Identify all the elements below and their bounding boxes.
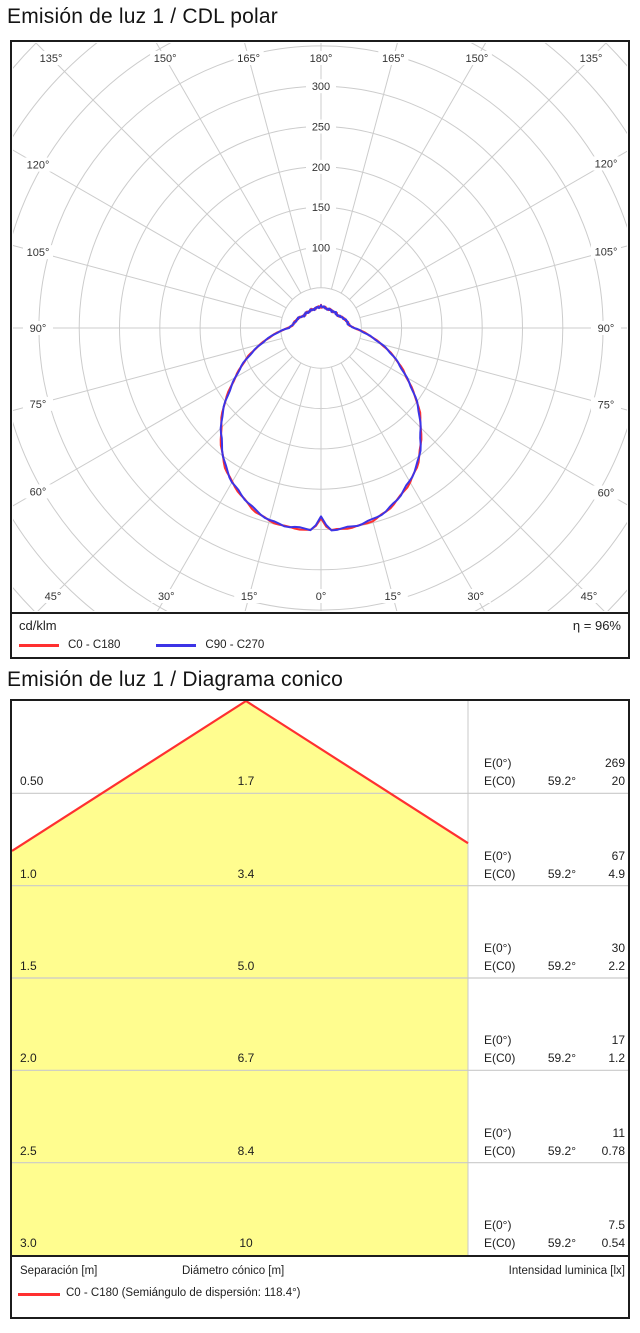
cone-e0-label: E(0°)	[484, 1218, 512, 1232]
polar-angle-tick: 75°	[598, 399, 615, 411]
cone-separation-value: 2.5	[20, 1143, 37, 1158]
polar-curve-c90-c270	[219, 304, 422, 532]
polar-unit-label: cd/klm	[19, 618, 57, 633]
cone-diameter-value: 8.4	[237, 1143, 255, 1158]
polar-angle-tick: 180°	[310, 53, 333, 65]
cone-footer: Separación [m] Diámetro cónico [m] Inten…	[12, 1255, 628, 1315]
cone-ec0-label: E(C0)	[484, 774, 516, 789]
cone-beam-angle-value: 59.2°	[547, 959, 576, 973]
polar-series-legend: C0 - C180 C90 - C270	[19, 639, 300, 651]
cone-e0-value: 11	[612, 1125, 625, 1140]
polar-angle-tick: 75°	[30, 399, 47, 411]
cone-e0-label: E(0°)	[484, 941, 512, 955]
cone-diameter-value: 6.7	[237, 1051, 255, 1066]
cone-ec0-label: E(C0)	[484, 959, 516, 973]
polar-ring-tick: 150	[312, 202, 330, 214]
polar-angle-tick: 90°	[30, 323, 47, 335]
cone-separation-value: 1.5	[20, 959, 37, 973]
separation-column-header: Separación [m]	[20, 1265, 98, 1277]
polar-angle-tick: 105°	[595, 247, 618, 259]
polar-diagram-frame: 165° 150° 135° 120° 105° 90° 75° 60° 45° 30° 15° 0°…	[10, 40, 630, 659]
cone-edge-right	[245, 701, 469, 845]
polar-angle-tick: 165°	[237, 53, 260, 65]
polar-ring-tick: 300	[312, 81, 330, 93]
polar-angle-tick: 30°	[158, 591, 175, 603]
polar-angle-tick: 0°	[316, 591, 327, 603]
cone-ec0-value: 0.54	[601, 1236, 625, 1250]
cone-beam-angle-value: 59.2°	[547, 1143, 576, 1158]
cone-beam-angle-value: 59.2°	[547, 866, 576, 881]
cone-ec0-value: 20	[611, 774, 625, 789]
polar-angle-tick: 30°	[467, 591, 484, 603]
legend-label-c0-c180: C0 - C180	[68, 639, 121, 651]
cone-diagram-chart	[12, 701, 628, 1255]
polar-angle-tick: 15°	[384, 591, 401, 603]
cone-beam-angle-value: 59.2°	[547, 774, 576, 789]
cone-edge-left	[12, 701, 247, 852]
polar-angle-tick: 60°	[30, 486, 47, 498]
cone-separation-value: 0.50	[20, 774, 44, 789]
cone-diagram-labels: 0.50 1.7 E(0°) 269 E(C0) 59.2° 20 1.0 3.4 E(0°) 67…	[12, 701, 628, 1255]
intensity-column-header: Intensidad luminica [lx]	[508, 1265, 625, 1277]
polar-angle-tick: 150°	[466, 53, 489, 65]
cone-ec0-value: 1.2	[608, 1051, 625, 1066]
cone-e0-label: E(0°)	[484, 756, 512, 771]
polar-ring-tick: 100	[312, 242, 330, 254]
polar-angle-tick: 60°	[598, 488, 615, 500]
polar-angle-tick: 165°	[382, 53, 405, 65]
cone-diameter-value: 10	[239, 1236, 253, 1250]
polar-angle-tick: 45°	[45, 591, 62, 603]
legend-swatch-c90-c270	[156, 643, 197, 647]
cone-ec0-label: E(C0)	[484, 1051, 516, 1066]
legend-label-c90-c270: C90 - C270	[205, 639, 265, 651]
cone-e0-label: E(0°)	[484, 1033, 512, 1048]
polar-cdl-chart: 165° 150° 135° 120° 105° 90° 75° 60° 45° 30° 15° 0°…	[13, 43, 627, 611]
cone-e0-value: 30	[611, 941, 625, 955]
cone-separation-value: 2.0	[20, 1051, 37, 1066]
cone-separation-value: 1.0	[20, 866, 37, 881]
cone-ec0-label: E(C0)	[484, 866, 516, 881]
cone-ec0-value: 0.78	[601, 1143, 625, 1158]
polar-angle-tick: 120°	[595, 158, 618, 170]
polar-ring-tick: 200	[312, 162, 330, 174]
polar-ring-tick: 250	[312, 122, 330, 134]
cone-diameter-value: 1.7	[237, 774, 255, 789]
polar-angle-tick: 135°	[40, 53, 63, 65]
cone-e0-label: E(0°)	[484, 1125, 512, 1140]
light-output-ratio-value: η = 96%	[572, 618, 621, 633]
polar-grid: 165° 150° 135° 120° 105° 90° 75° 60° 45° 30° 15° 0°…	[13, 43, 627, 611]
polar-angle-tick: 105°	[27, 247, 50, 259]
polar-angle-tick: 120°	[27, 160, 50, 172]
diameter-column-header: Diámetro cónico [m]	[182, 1265, 285, 1277]
cone-ec0-label: E(C0)	[484, 1143, 516, 1158]
cone-beam-angle-value: 59.2°	[547, 1051, 576, 1066]
cone-legend-label: C0 - C180 (Semiángulo de dispersión: 118…	[66, 1287, 301, 1299]
polar-angle-tick: 135°	[580, 53, 603, 65]
cone-diagram-frame: 0.50 1.7 E(0°) 269 E(C0) 59.2° 20 1.0 3.4 E(0°) 67…	[10, 699, 630, 1319]
cone-e0-value: 17	[611, 1033, 625, 1048]
cone-legend-line-swatch	[18, 1293, 60, 1296]
cone-ec0-value: 2.2	[608, 959, 625, 973]
cone-separation-value: 3.0	[20, 1236, 37, 1250]
cone-e0-value: 269	[604, 756, 625, 771]
cone-beam-angle-value: 59.2°	[547, 1236, 576, 1250]
polar-angle-tick: 45°	[581, 591, 598, 603]
cone-e0-label: E(0°)	[484, 848, 512, 863]
cone-diameter-value: 5.0	[237, 959, 255, 973]
cone-diameter-value: 3.4	[237, 866, 255, 881]
cone-diagram-title: Emisión de luz 1 / Diagrama conico	[7, 668, 343, 691]
legend-swatch-c0-c180	[19, 643, 59, 647]
polar-angle-tick: 15°	[241, 591, 258, 603]
cone-ec0-label: E(C0)	[484, 1236, 516, 1250]
polar-diagram-title: Emisión de luz 1 / CDL polar	[7, 5, 278, 28]
polar-legend: cd/klm η = 96% C0 - C180 C90 - C270	[12, 612, 628, 657]
cone-ec0-value: 4.9	[608, 866, 625, 881]
cone-e0-value: 67	[611, 848, 625, 863]
polar-angle-tick: 150°	[154, 53, 177, 65]
cone-e0-value: 7.5	[608, 1218, 625, 1232]
polar-angle-tick: 90°	[598, 323, 615, 335]
